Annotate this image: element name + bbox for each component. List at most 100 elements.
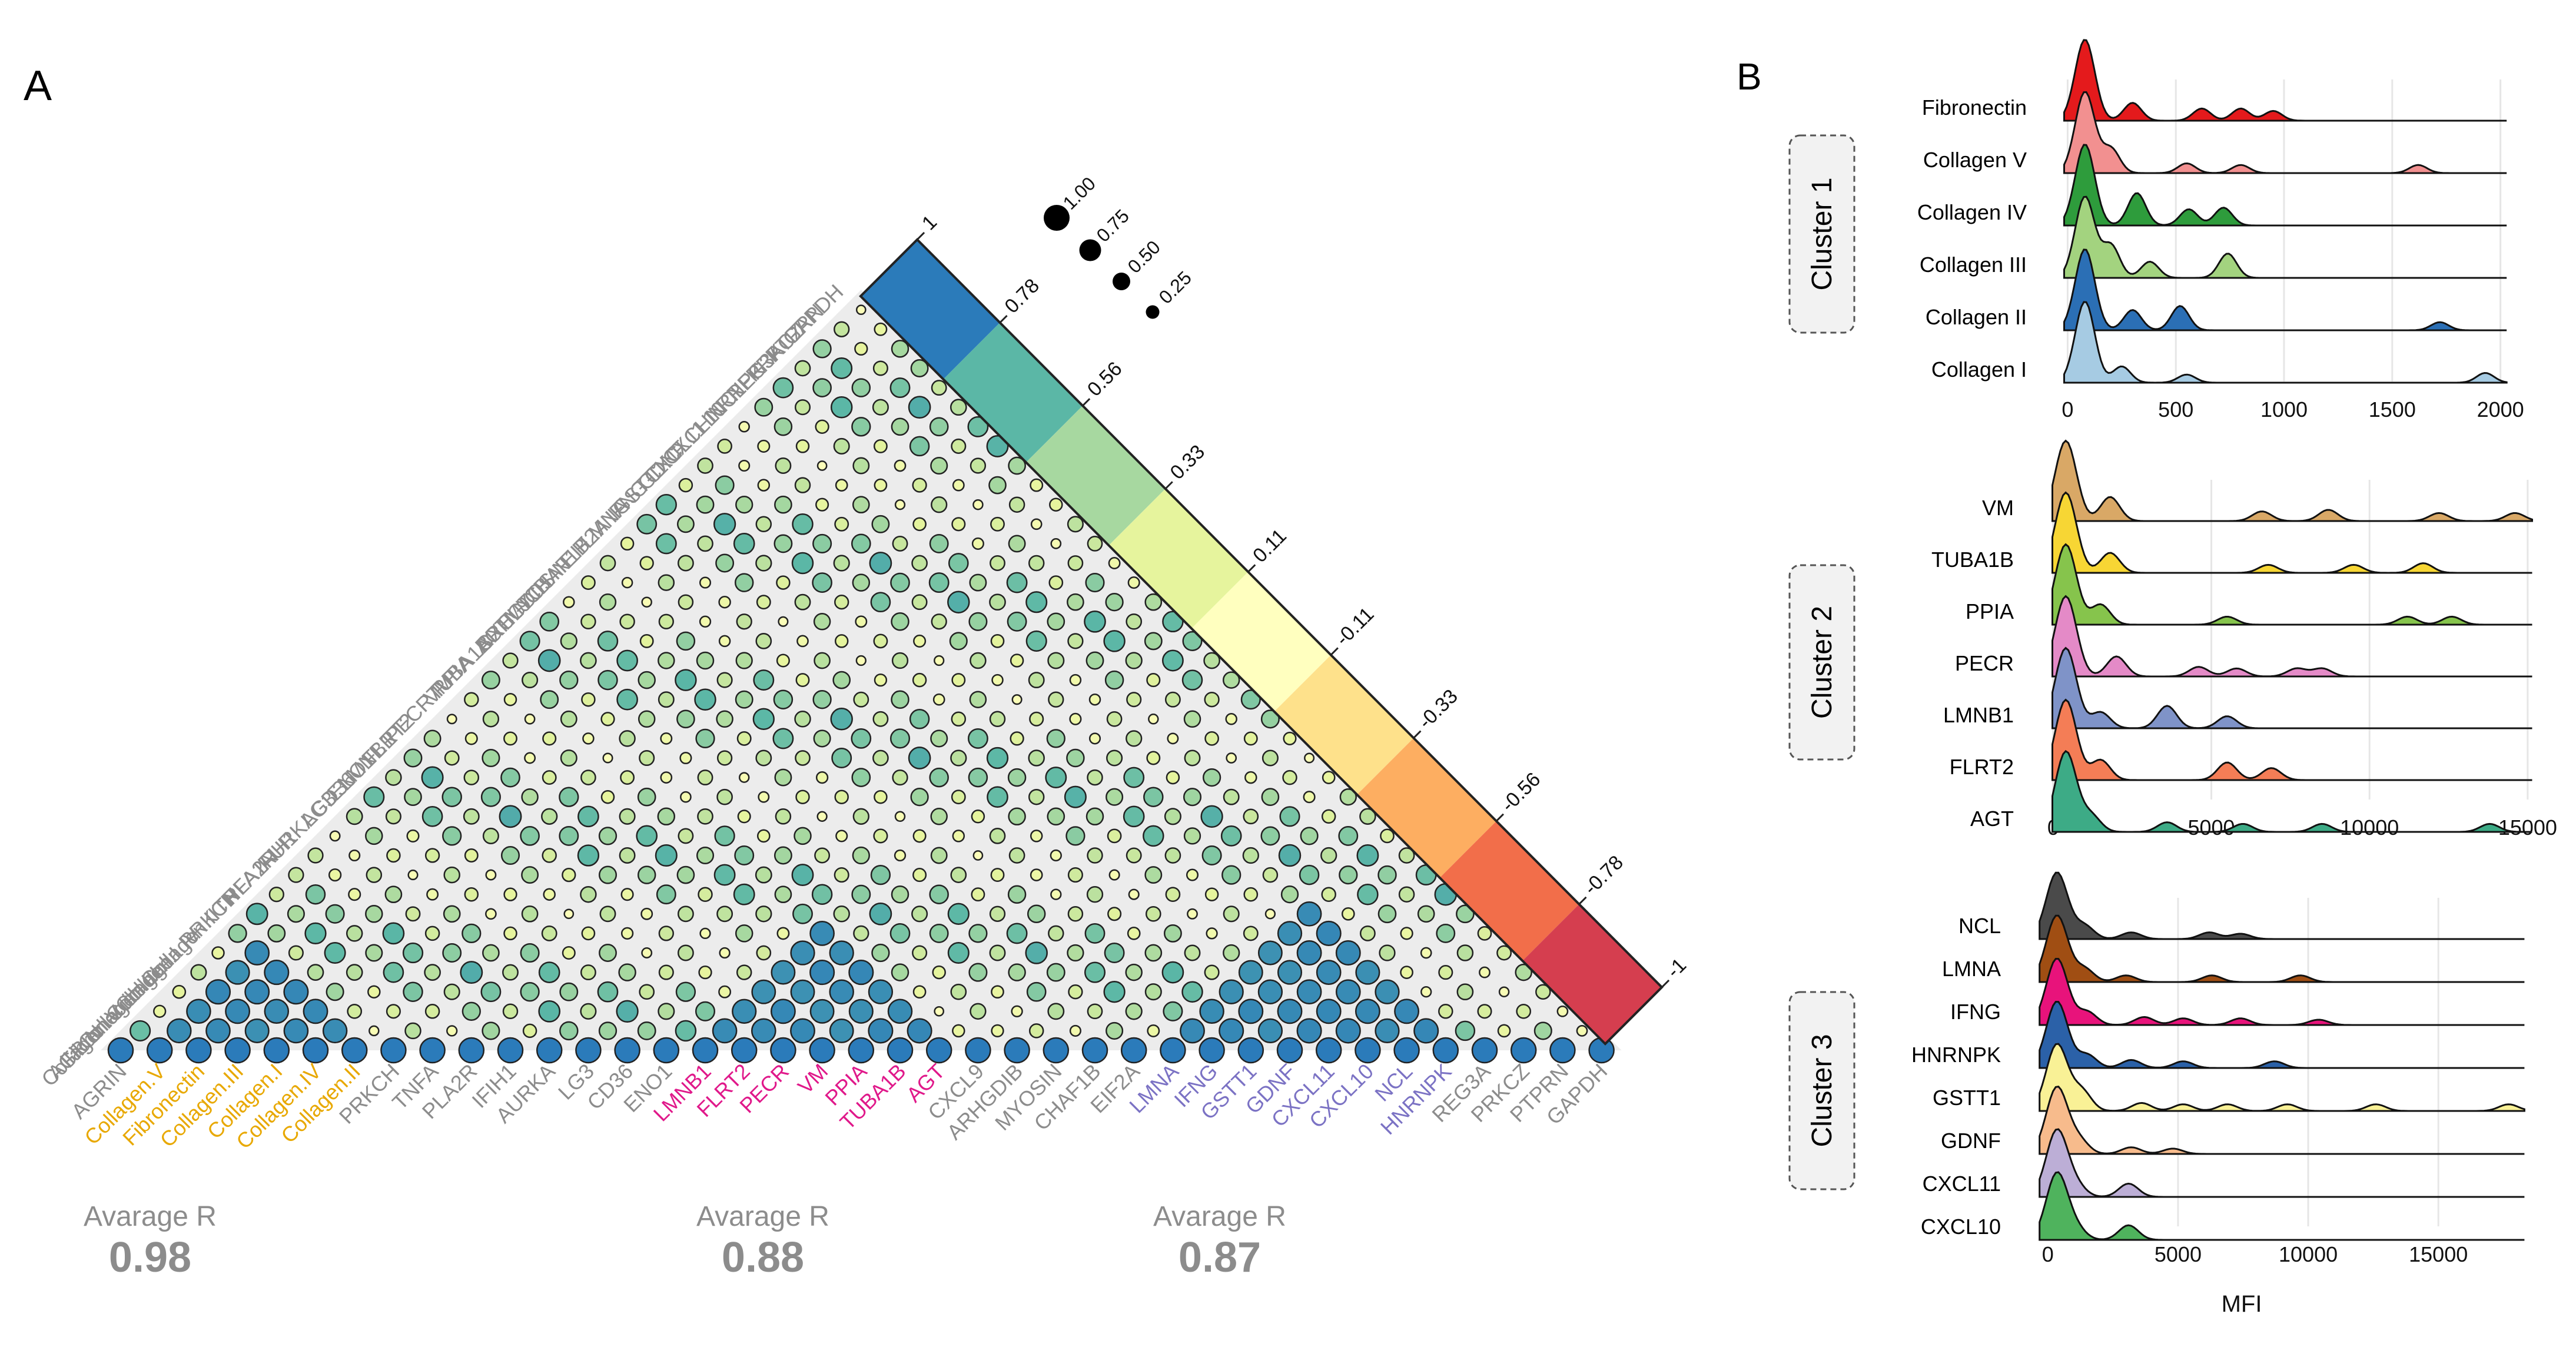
- corr-dot: [582, 732, 595, 745]
- corr-dot: [677, 905, 694, 923]
- corr-dot: [442, 826, 462, 846]
- corr-dot: [812, 533, 832, 553]
- corr-dot: [887, 999, 913, 1024]
- corr-dot: [835, 479, 848, 492]
- ridgeline-panels: 0 500 1000 1500 2000 Cluster 1 Fibronectin Coll…: [1788, 39, 2557, 1317]
- corr-dot: [1277, 960, 1303, 985]
- corr-dot: [775, 808, 792, 825]
- corr-dot: [991, 1024, 1004, 1038]
- corr-dot: [1221, 865, 1241, 885]
- corr-dot: [524, 713, 536, 725]
- corr-dot: [833, 555, 850, 572]
- corr-dot: [580, 964, 596, 981]
- corr-dot: [855, 615, 868, 628]
- corr-dot: [912, 985, 927, 999]
- corr-dot: [675, 669, 697, 691]
- corr-dot: [536, 1037, 563, 1064]
- corr-dot: [365, 905, 383, 923]
- corr-dot: [829, 979, 854, 1004]
- x-tick-label: 5000: [2187, 815, 2235, 840]
- ridge-label: PECR: [1955, 651, 2014, 675]
- corr-dot: [1279, 806, 1300, 827]
- corr-dot: [676, 865, 695, 884]
- corr-dot: [774, 534, 793, 553]
- corr-dot: [1028, 555, 1045, 572]
- corr-dot: [986, 747, 1009, 769]
- corr-dot: [873, 828, 888, 844]
- corr-dot: [870, 864, 891, 885]
- corr-dot: [346, 808, 363, 825]
- corr-dot: [287, 905, 305, 923]
- corr-dot: [502, 964, 519, 981]
- corr-dot: [814, 652, 831, 669]
- corr-dot: [597, 669, 618, 691]
- corr-dot: [851, 768, 871, 787]
- corr-dot: [834, 595, 849, 610]
- x-tick-label: 5000: [2155, 1242, 2202, 1266]
- corr-dot: [872, 360, 888, 376]
- corr-dot: [733, 883, 755, 905]
- corr-dot: [972, 850, 984, 861]
- corr-dot: [1322, 771, 1336, 784]
- corr-dot: [1143, 787, 1164, 807]
- ridge-label: VM: [1982, 496, 2014, 520]
- corr-dot: [1103, 981, 1126, 1003]
- corr-dot: [485, 908, 497, 920]
- corr-dot: [346, 925, 363, 942]
- corr-dot: [406, 829, 420, 842]
- corr-dot: [348, 888, 361, 901]
- cluster-label: Cluster 1: [1807, 177, 1838, 290]
- corr-dot: [640, 907, 653, 920]
- corr-dot: [288, 867, 304, 883]
- corr-dot: [404, 1022, 421, 1040]
- corr-dot: [521, 905, 539, 923]
- corr-dot: [1067, 944, 1084, 962]
- corr-dot: [1262, 749, 1279, 767]
- x-tick-label: 500: [2158, 397, 2193, 422]
- average-r-label: Avarage R: [1153, 1201, 1286, 1232]
- ridge-hnrnpk: [2039, 1000, 2525, 1069]
- corr-dot: [620, 770, 635, 785]
- corr-dot: [717, 439, 732, 454]
- corr-dot: [1282, 769, 1297, 785]
- ridge-ifng: [2039, 957, 2525, 1026]
- corr-dot: [482, 827, 499, 844]
- corr-dot: [1316, 999, 1342, 1024]
- corr-dot: [1316, 920, 1342, 946]
- corr-dot: [577, 805, 599, 828]
- corr-dot: [909, 709, 930, 729]
- corr-dot: [1104, 943, 1125, 963]
- corr-dot: [1065, 826, 1085, 846]
- corr-dot: [1339, 865, 1358, 885]
- corr-dot: [694, 688, 716, 711]
- corr-dot: [891, 885, 909, 904]
- corr-dot: [758, 791, 770, 803]
- corr-dot: [990, 555, 1005, 571]
- corr-dot: [755, 516, 772, 533]
- corr-dot: [1549, 1037, 1576, 1064]
- corr-dot: [1261, 788, 1280, 807]
- corr-dot: [1456, 983, 1474, 1001]
- corr-dot: [733, 533, 755, 555]
- corr-dot: [871, 943, 890, 963]
- corr-dot: [912, 517, 927, 532]
- corr-dot: [1183, 710, 1201, 728]
- corr-dot: [502, 652, 519, 669]
- corr-dot: [1050, 888, 1062, 900]
- corr-dot: [813, 729, 831, 748]
- corr-dot: [244, 1018, 270, 1043]
- corr-dot: [699, 576, 712, 589]
- corr-dot: [776, 575, 791, 590]
- corr-dot: [1183, 827, 1201, 845]
- corr-dot: [1120, 1037, 1147, 1064]
- corr-dot: [464, 732, 478, 745]
- corr-dot: [677, 944, 694, 961]
- corr-dot: [1067, 906, 1084, 922]
- corr-dot: [1380, 828, 1395, 844]
- corr-dot: [1335, 940, 1361, 966]
- corr-dot: [1127, 927, 1141, 940]
- corr-dot: [503, 926, 517, 941]
- corr-dot: [947, 941, 970, 964]
- corr-dot: [1300, 827, 1319, 845]
- corr-dot: [929, 417, 949, 437]
